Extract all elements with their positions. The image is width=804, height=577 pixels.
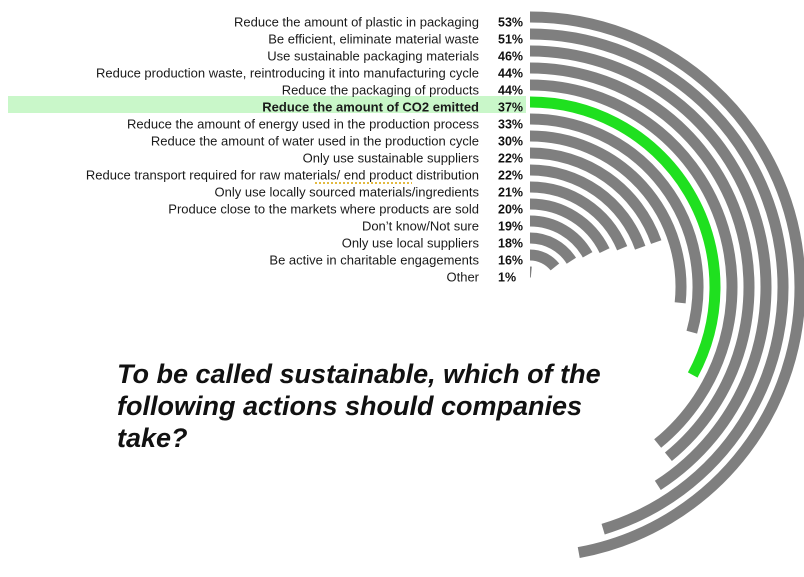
radial-bar	[529, 215, 593, 258]
category-label: Produce close to the markets where produ…	[168, 201, 479, 216]
radial-bar	[529, 45, 772, 490]
radial-bar	[529, 96, 721, 378]
chart-title: To be called sustainable, which of the f…	[117, 359, 601, 453]
category-label: Use sustainable packaging materials	[267, 48, 479, 63]
value-label: 20%	[498, 202, 523, 216]
radial-bar	[529, 28, 789, 535]
value-label: 46%	[498, 49, 523, 63]
radial-bar	[529, 79, 738, 448]
category-label: Reduce the packaging of products	[282, 82, 480, 97]
category-label: Other	[446, 269, 479, 284]
radial-bar	[529, 249, 560, 271]
category-label: Reduce the amount of water used in the p…	[151, 133, 479, 148]
radial-bar	[529, 130, 687, 304]
category-label: Only use sustainable suppliers	[303, 150, 480, 165]
value-label: 33%	[498, 117, 523, 131]
category-label: Be active in charitable engagements	[269, 252, 479, 267]
bars	[529, 11, 804, 558]
category-label: Reduce the amount of CO2 emitted	[262, 99, 479, 114]
value-label: 44%	[498, 66, 523, 80]
value-label: 19%	[498, 219, 523, 233]
value-label: 22%	[498, 151, 523, 165]
radial-bar	[529, 181, 628, 251]
value-label: 53%	[498, 15, 523, 29]
radial-bar	[529, 198, 610, 254]
value-label: 44%	[498, 83, 523, 97]
highlight-band	[8, 96, 526, 113]
value-label: 16%	[498, 253, 523, 267]
radial-bar	[529, 232, 577, 264]
value-labels: 53% 51% 46% 44% 44% 37% 33% 30% 22% 22% 21% 20% 19% 1…	[498, 15, 523, 284]
radial-bar	[529, 113, 704, 334]
category-label: Only use locally sourced materials/ingre…	[215, 184, 480, 199]
value-label: 21%	[498, 185, 523, 199]
value-label: 1%	[498, 270, 516, 284]
category-labels: Reduce the amount of plastic in packagin…	[86, 14, 480, 284]
value-label: 37%	[498, 100, 523, 114]
value-label: 51%	[498, 32, 523, 46]
category-label: Reduce transport required for raw materi…	[86, 167, 479, 182]
radial-bar	[529, 62, 755, 461]
radial-bar	[529, 147, 662, 244]
category-label: Be efficient, eliminate material waste	[268, 31, 479, 46]
category-label: Reduce the amount of energy used in the …	[127, 116, 479, 131]
value-label: 22%	[498, 168, 523, 182]
category-label: Reduce the amount of plastic in packagin…	[234, 14, 479, 29]
radial-bar	[529, 11, 804, 558]
category-label: Only use local suppliers	[342, 235, 480, 250]
category-label: Reduce production waste, reintroducing i…	[96, 65, 479, 80]
value-label: 30%	[498, 134, 523, 148]
value-label: 18%	[498, 236, 523, 250]
radial-bar	[529, 164, 646, 250]
category-label: Don’t know/Not sure	[362, 218, 479, 233]
